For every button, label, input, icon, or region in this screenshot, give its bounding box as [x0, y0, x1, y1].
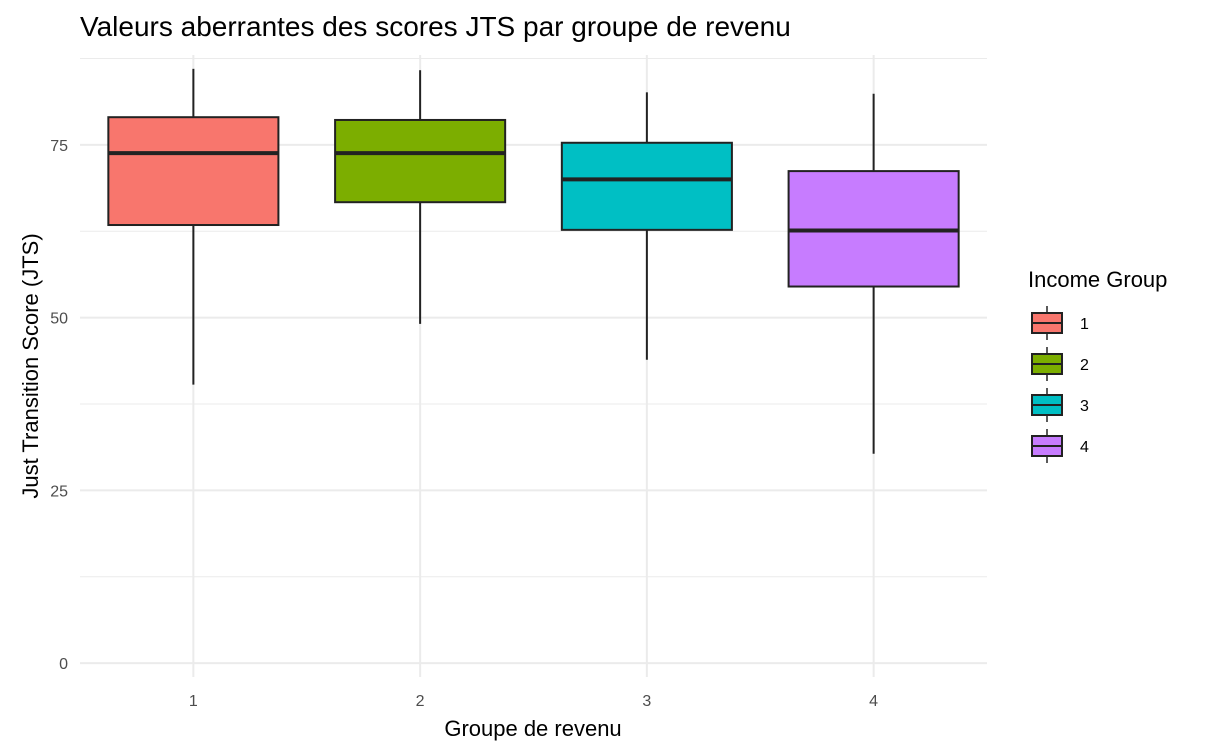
y-tick-label: 0: [59, 656, 68, 673]
legend-label: 2: [1080, 357, 1089, 374]
legend-item-4: 4: [1031, 429, 1089, 463]
legend-label: 1: [1080, 316, 1089, 333]
y-axis-ticks: 0 25 50 75: [50, 138, 68, 673]
legend-label: 4: [1080, 439, 1089, 456]
y-tick-label: 75: [50, 138, 68, 155]
box: [560, 141, 733, 231]
box: [107, 116, 280, 227]
legend-label: 3: [1080, 398, 1089, 415]
y-tick-label: 50: [50, 311, 68, 328]
y-axis-title: Just Transition Score (JTS): [18, 233, 43, 498]
legend-item-2: 2: [1031, 347, 1089, 381]
box-group-2: [334, 70, 507, 324]
x-axis-title: Groupe de revenu: [444, 716, 621, 741]
chart-title: Valeurs aberrantes des scores JTS par gr…: [80, 11, 791, 42]
x-tick-label: 4: [869, 693, 878, 710]
x-tick-label: 3: [642, 693, 651, 710]
x-axis-ticks: 1 2 3 4: [189, 693, 878, 710]
box: [334, 118, 507, 204]
legend: 1 2 3 4: [1031, 306, 1089, 463]
box-group-3: [560, 92, 733, 360]
legend-title: Income Group: [1028, 267, 1167, 292]
boxes: [107, 68, 960, 454]
x-tick-label: 1: [189, 693, 198, 710]
box-group-1: [107, 68, 280, 385]
box-group-4: [787, 93, 960, 454]
x-tick-label: 2: [416, 693, 425, 710]
y-tick-label: 25: [50, 483, 68, 500]
legend-item-3: 3: [1031, 388, 1089, 422]
legend-item-1: 1: [1031, 306, 1089, 340]
